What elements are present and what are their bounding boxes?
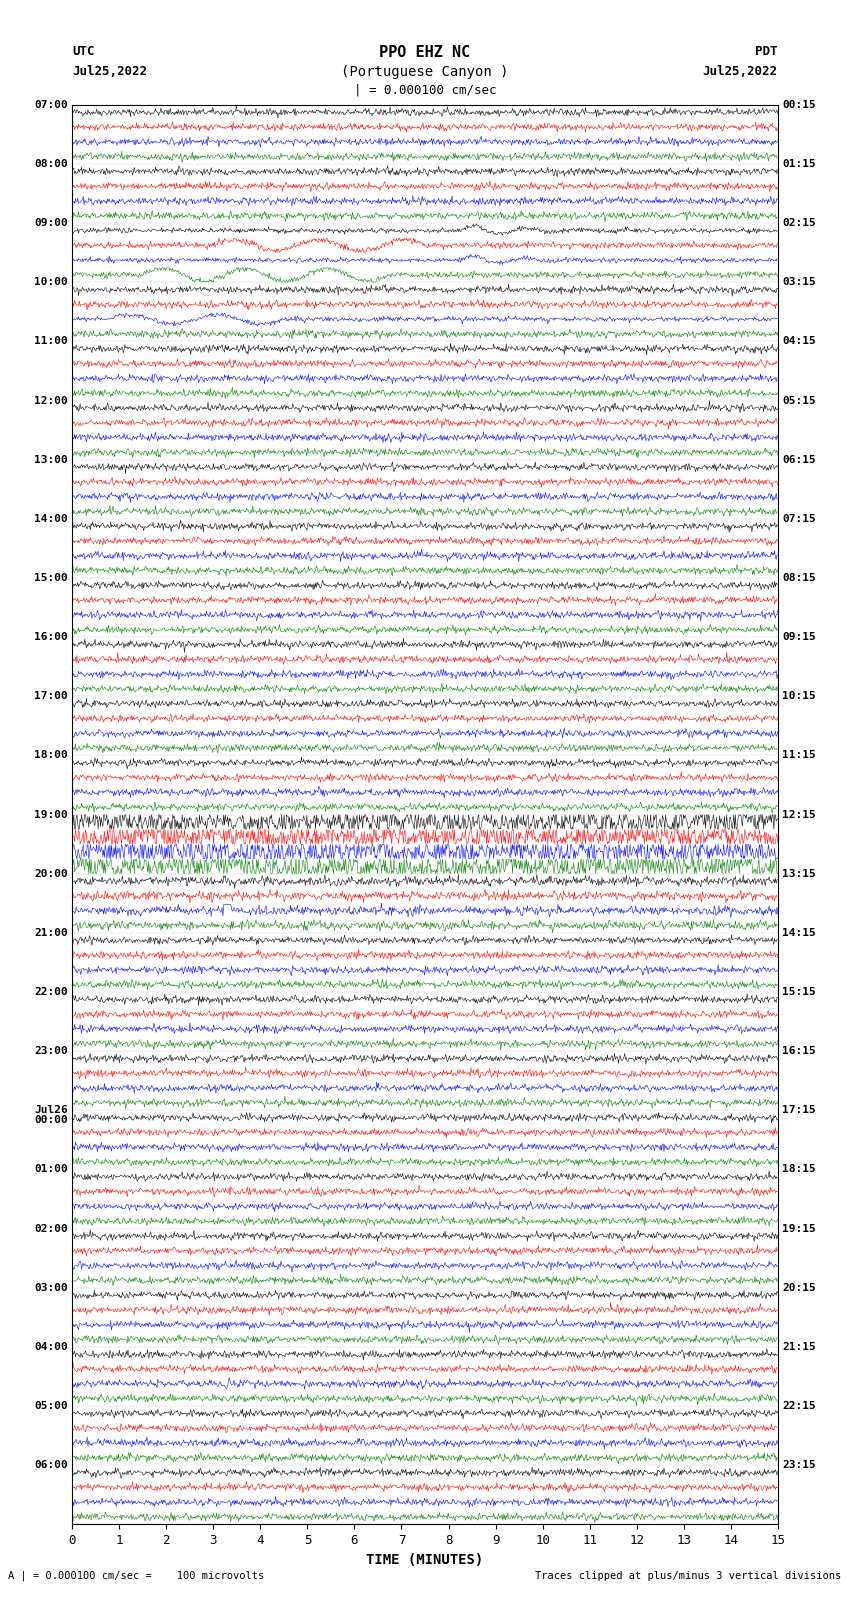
Text: 05:00: 05:00	[34, 1402, 68, 1411]
Text: 00:00: 00:00	[34, 1115, 68, 1124]
Text: 12:15: 12:15	[782, 810, 816, 819]
Text: 18:15: 18:15	[782, 1165, 816, 1174]
Text: 05:15: 05:15	[782, 395, 816, 405]
Text: 10:15: 10:15	[782, 692, 816, 702]
Text: 01:00: 01:00	[34, 1165, 68, 1174]
Text: 03:15: 03:15	[782, 277, 816, 287]
Text: 15:00: 15:00	[34, 573, 68, 582]
Text: 16:00: 16:00	[34, 632, 68, 642]
Text: 22:00: 22:00	[34, 987, 68, 997]
Text: 23:15: 23:15	[782, 1460, 816, 1469]
Text: 06:15: 06:15	[782, 455, 816, 465]
Text: Jul25,2022: Jul25,2022	[703, 65, 778, 77]
Text: 07:15: 07:15	[782, 515, 816, 524]
Text: | = 0.000100 cm/sec: | = 0.000100 cm/sec	[354, 84, 496, 97]
Text: 08:15: 08:15	[782, 573, 816, 582]
Text: 04:00: 04:00	[34, 1342, 68, 1352]
Text: 15:15: 15:15	[782, 987, 816, 997]
Text: 19:15: 19:15	[782, 1224, 816, 1234]
Text: 13:00: 13:00	[34, 455, 68, 465]
Text: 21:00: 21:00	[34, 927, 68, 937]
Text: (Portuguese Canyon ): (Portuguese Canyon )	[341, 65, 509, 79]
Text: 17:15: 17:15	[782, 1105, 816, 1115]
Text: 16:15: 16:15	[782, 1047, 816, 1057]
Text: 12:00: 12:00	[34, 395, 68, 405]
Text: 18:00: 18:00	[34, 750, 68, 760]
Text: 02:15: 02:15	[782, 218, 816, 227]
Text: 03:00: 03:00	[34, 1282, 68, 1292]
Text: 23:00: 23:00	[34, 1047, 68, 1057]
Text: 20:15: 20:15	[782, 1282, 816, 1292]
Text: 19:00: 19:00	[34, 810, 68, 819]
Text: Jul26: Jul26	[34, 1105, 68, 1115]
Text: 20:00: 20:00	[34, 869, 68, 879]
Text: 13:15: 13:15	[782, 869, 816, 879]
Text: 14:15: 14:15	[782, 927, 816, 937]
Text: 02:00: 02:00	[34, 1224, 68, 1234]
Text: 01:15: 01:15	[782, 160, 816, 169]
Text: 04:15: 04:15	[782, 337, 816, 347]
Text: 09:00: 09:00	[34, 218, 68, 227]
Text: 11:00: 11:00	[34, 337, 68, 347]
Text: 00:15: 00:15	[782, 100, 816, 110]
Text: 07:00: 07:00	[34, 100, 68, 110]
Text: 06:00: 06:00	[34, 1460, 68, 1469]
Text: 22:15: 22:15	[782, 1402, 816, 1411]
Text: 09:15: 09:15	[782, 632, 816, 642]
Text: Jul25,2022: Jul25,2022	[72, 65, 147, 77]
Text: UTC: UTC	[72, 45, 94, 58]
Text: 21:15: 21:15	[782, 1342, 816, 1352]
Text: Traces clipped at plus/minus 3 vertical divisions: Traces clipped at plus/minus 3 vertical …	[536, 1571, 842, 1581]
Text: PDT: PDT	[756, 45, 778, 58]
Text: 17:00: 17:00	[34, 692, 68, 702]
Text: 08:00: 08:00	[34, 160, 68, 169]
Text: 14:00: 14:00	[34, 515, 68, 524]
Text: PPO EHZ NC: PPO EHZ NC	[379, 45, 471, 60]
Text: 10:00: 10:00	[34, 277, 68, 287]
Text: A | = 0.000100 cm/sec =    100 microvolts: A | = 0.000100 cm/sec = 100 microvolts	[8, 1569, 264, 1581]
X-axis label: TIME (MINUTES): TIME (MINUTES)	[366, 1553, 484, 1566]
Text: 11:15: 11:15	[782, 750, 816, 760]
